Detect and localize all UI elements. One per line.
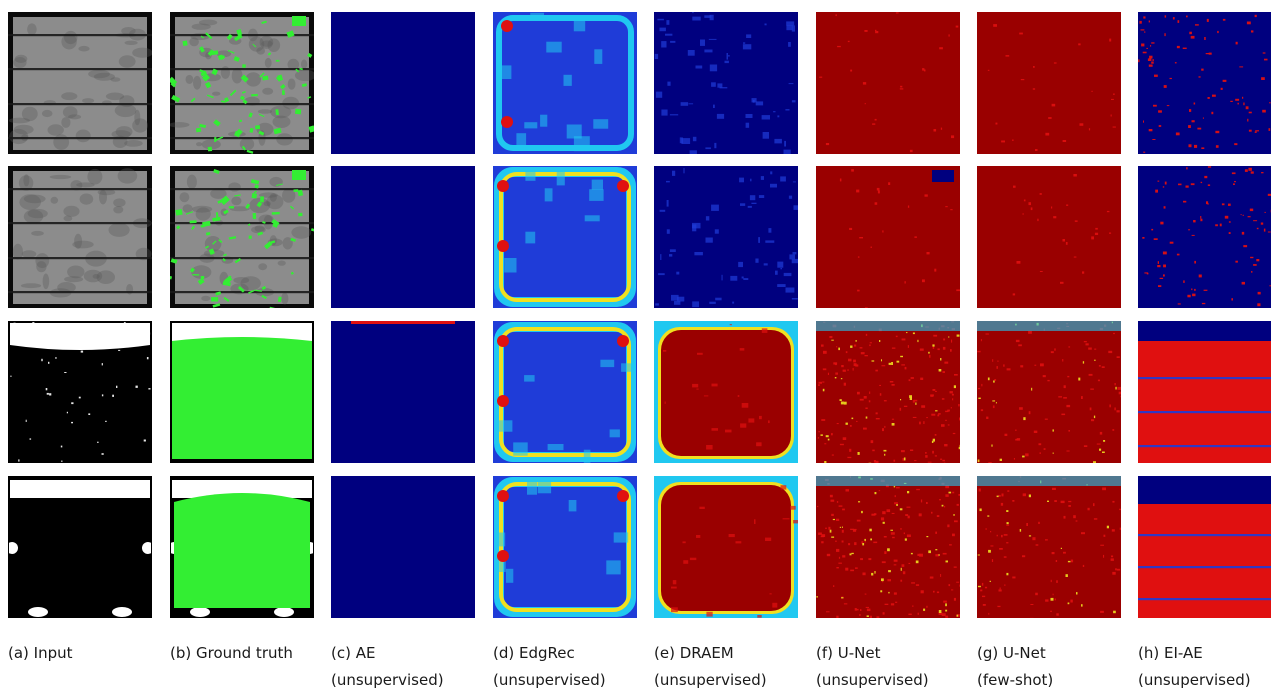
panel-image-edgrec-row-4 (493, 476, 637, 618)
panel-image-ae-row-3 (331, 321, 475, 463)
panel-ground-truth-row-3 (170, 321, 314, 463)
caption-draem-line2: (unsupervised) (654, 667, 812, 694)
panel-image-draem-row-1 (654, 12, 798, 154)
panel-input-row-2 (8, 166, 152, 308)
caption-edgrec-line1: (d) EdgRec (493, 640, 651, 667)
panel-image-ground-truth-row-2 (170, 166, 314, 308)
caption-ground-truth: (b) Ground truth (170, 640, 328, 667)
panel-ae-row-3 (331, 321, 475, 463)
panel-image-edgrec-row-2 (493, 166, 637, 308)
panel-draem-row-3 (654, 321, 798, 463)
panel-image-input-row-3 (8, 321, 152, 463)
caption-edgrec-line2: (unsupervised) (493, 667, 651, 694)
panel-image-draem-row-2 (654, 166, 798, 308)
caption-ae-line1: (c) AE (331, 640, 489, 667)
panel-image-ground-truth-row-1 (170, 12, 314, 154)
panel-ground-truth-row-4 (170, 476, 314, 618)
panel-edgrec-row-1 (493, 12, 637, 154)
panel-image-ground-truth-row-4 (170, 476, 314, 618)
panel-unet-unsup-row-1 (816, 12, 960, 154)
panel-ae-row-4 (331, 476, 475, 618)
panel-image-draem-row-4 (654, 476, 798, 618)
panel-unet-unsup-row-3 (816, 321, 960, 463)
caption-input: (a) Input (8, 640, 166, 667)
panel-unet-fewshot-row-1 (977, 12, 1121, 154)
panel-ei-ae-row-1 (1138, 12, 1271, 154)
panel-input-row-1 (8, 12, 152, 154)
panel-image-unet-unsup-row-2 (816, 166, 960, 308)
caption-ae: (c) AE(unsupervised) (331, 640, 489, 694)
caption-input-line1: (a) Input (8, 640, 166, 667)
panel-input-row-3 (8, 321, 152, 463)
panel-unet-fewshot-row-2 (977, 166, 1121, 308)
caption-unet-unsup: (f) U-Net(unsupervised) (816, 640, 974, 694)
panel-image-edgrec-row-1 (493, 12, 637, 154)
caption-draem: (e) DRAEM(unsupervised) (654, 640, 812, 694)
panel-ground-truth-row-2 (170, 166, 314, 308)
panel-input-row-4 (8, 476, 152, 618)
caption-draem-line1: (e) DRAEM (654, 640, 812, 667)
panel-ae-row-1 (331, 12, 475, 154)
panel-ground-truth-row-1 (170, 12, 314, 154)
panel-image-unet-unsup-row-1 (816, 12, 960, 154)
panel-image-ei-ae-row-1 (1138, 12, 1271, 154)
caption-unet-fewshot-line1: (g) U-Net (977, 640, 1135, 667)
panel-ei-ae-row-2 (1138, 166, 1271, 308)
panel-image-ae-row-4 (331, 476, 475, 618)
panel-unet-fewshot-row-4 (977, 476, 1121, 618)
panel-image-edgrec-row-3 (493, 321, 637, 463)
panel-unet-unsup-row-2 (816, 166, 960, 308)
caption-ae-line2: (unsupervised) (331, 667, 489, 694)
panel-edgrec-row-4 (493, 476, 637, 618)
panel-image-unet-fewshot-row-3 (977, 321, 1121, 463)
caption-ei-ae-line2: (unsupervised) (1138, 667, 1271, 694)
caption-edgrec: (d) EdgRec(unsupervised) (493, 640, 651, 694)
panel-image-ground-truth-row-3 (170, 321, 314, 463)
panel-image-input-row-1 (8, 12, 152, 154)
panel-image-ei-ae-row-4 (1138, 476, 1271, 618)
panel-image-unet-fewshot-row-4 (977, 476, 1121, 618)
panel-edgrec-row-2 (493, 166, 637, 308)
panel-image-input-row-2 (8, 166, 152, 308)
panel-image-ei-ae-row-2 (1138, 166, 1271, 308)
panel-ae-row-2 (331, 166, 475, 308)
caption-unet-unsup-line2: (unsupervised) (816, 667, 974, 694)
panel-image-draem-row-3 (654, 321, 798, 463)
caption-unet-fewshot-line2: (few-shot) (977, 667, 1135, 694)
panel-image-unet-fewshot-row-2 (977, 166, 1121, 308)
panel-draem-row-4 (654, 476, 798, 618)
caption-unet-unsup-line1: (f) U-Net (816, 640, 974, 667)
panel-draem-row-2 (654, 166, 798, 308)
panel-image-unet-unsup-row-4 (816, 476, 960, 618)
panel-image-ae-row-2 (331, 166, 475, 308)
panel-ei-ae-row-3 (1138, 321, 1271, 463)
caption-ei-ae: (h) EI-AE(unsupervised) (1138, 640, 1271, 694)
caption-unet-fewshot: (g) U-Net(few-shot) (977, 640, 1135, 694)
panel-ei-ae-row-4 (1138, 476, 1271, 618)
panel-edgrec-row-3 (493, 321, 637, 463)
panel-draem-row-1 (654, 12, 798, 154)
panel-image-unet-fewshot-row-1 (977, 12, 1121, 154)
panel-image-unet-unsup-row-3 (816, 321, 960, 463)
panel-image-ae-row-1 (331, 12, 475, 154)
panel-image-ei-ae-row-3 (1138, 321, 1271, 463)
panel-image-input-row-4 (8, 476, 152, 618)
caption-ei-ae-line1: (h) EI-AE (1138, 640, 1271, 667)
caption-ground-truth-line1: (b) Ground truth (170, 640, 328, 667)
panel-unet-fewshot-row-3 (977, 321, 1121, 463)
panel-unet-unsup-row-4 (816, 476, 960, 618)
